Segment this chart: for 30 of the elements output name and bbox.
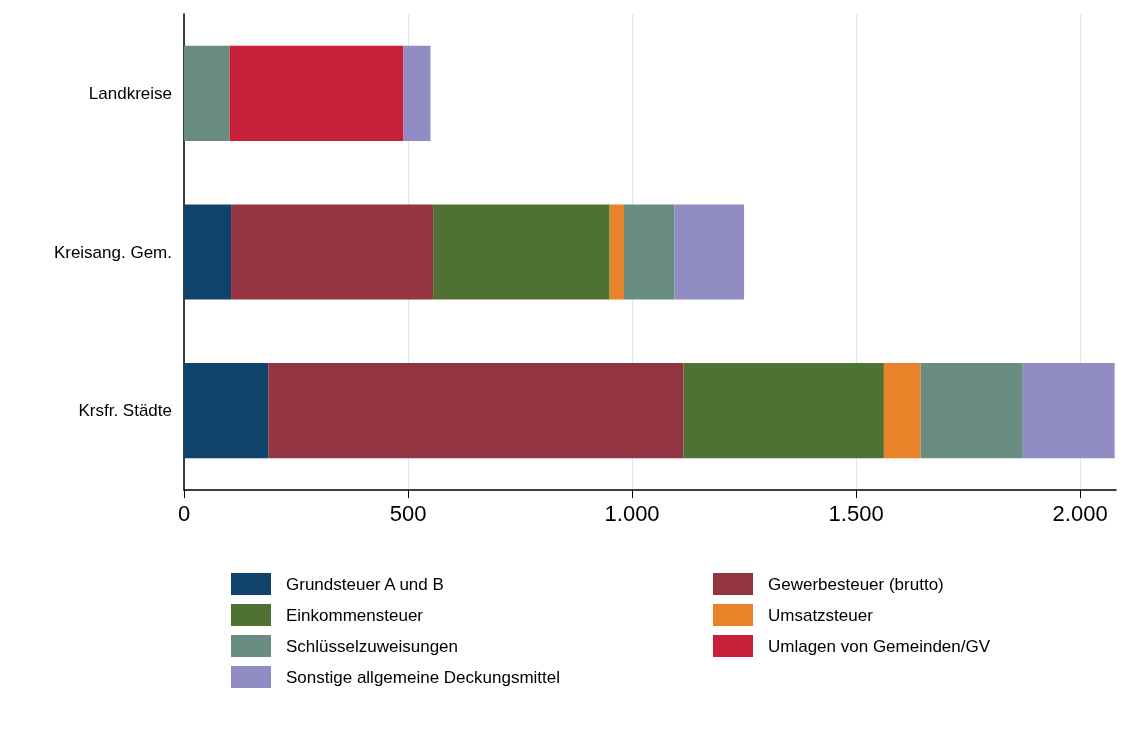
x-tick-label: 1.500 [828,500,884,526]
bar [1022,363,1115,459]
legend-label: Umlagen von Gemeinden/GV [768,636,991,656]
bar [403,45,431,141]
legend-label: Sonstige allgemeine Deckungsmittel [286,667,561,687]
bar [609,204,625,300]
legend-label: Schlüsselzuweisungen [286,636,458,656]
bar [184,363,269,459]
bar [624,204,675,300]
legend-label: Umsatzsteuer [768,605,874,625]
bar [229,45,404,141]
bar [184,204,232,300]
x-tick-label: 0 [177,500,191,526]
bar [920,363,1023,459]
bar [184,45,230,141]
legend-label: Einkommensteuer [286,605,424,625]
bar [433,204,610,300]
bar [674,204,745,300]
y-tick-label: Landkreise [88,83,172,103]
bar [683,363,884,459]
x-tick-label: 500 [389,500,427,526]
legend-label: Grundsteuer A und B [286,574,444,594]
y-tick-label: Kreisang. Gem. [53,242,172,262]
bar [268,363,684,459]
bar [883,363,921,459]
y-tick-label: Krsfr. Städte [78,401,172,421]
bar [231,204,434,300]
x-tick-label: 1.000 [604,500,660,526]
x-tick-label: 2.000 [1052,500,1108,526]
legend-label: Gewerbesteuer (brutto) [768,574,944,594]
